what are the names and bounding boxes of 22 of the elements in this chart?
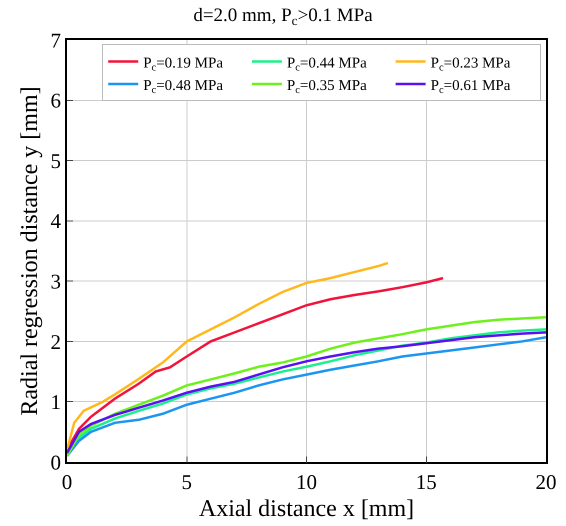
- legend-label: P$_{c}$=0.23 MPa: [430, 55, 511, 74]
- legend-label: P$_{c}$=0.44 MPa: [286, 55, 368, 74]
- chart-title: d=2.0 mm, P$_{c}$>0.1 MPa: [193, 5, 374, 28]
- x-axis-title: Axial distance x [mm]: [198, 496, 414, 522]
- y-tick-label: 4: [50, 209, 62, 234]
- y-tick-label: 3: [50, 269, 62, 294]
- x-tick-label: 10: [296, 470, 317, 494]
- y-axis-title: Radial regression distance y [mm]: [17, 86, 44, 416]
- x-tick-label: 20: [536, 470, 556, 494]
- y-tick-label: 7: [50, 28, 62, 52]
- x-tick-label: 5: [182, 470, 192, 494]
- y-tick-label: 2: [50, 330, 62, 354]
- x-tick-label: 15: [416, 470, 437, 494]
- y-tick-label: 1: [50, 390, 62, 414]
- legend-label: P$_{c}$=0.19 MPa: [143, 55, 224, 74]
- y-tick-label: 0: [50, 450, 62, 474]
- line-series: [67, 262, 390, 452]
- legend-label: P$_{c}$=0.35 MPa: [286, 78, 368, 96]
- y-tick-label: 5: [50, 148, 62, 173]
- legend-label: P$_{c}$=0.48 MPa: [143, 78, 224, 96]
- legend-label: P$_{c}$=0.61 MPa: [430, 78, 511, 96]
- y-tick-label: 6: [50, 88, 62, 113]
